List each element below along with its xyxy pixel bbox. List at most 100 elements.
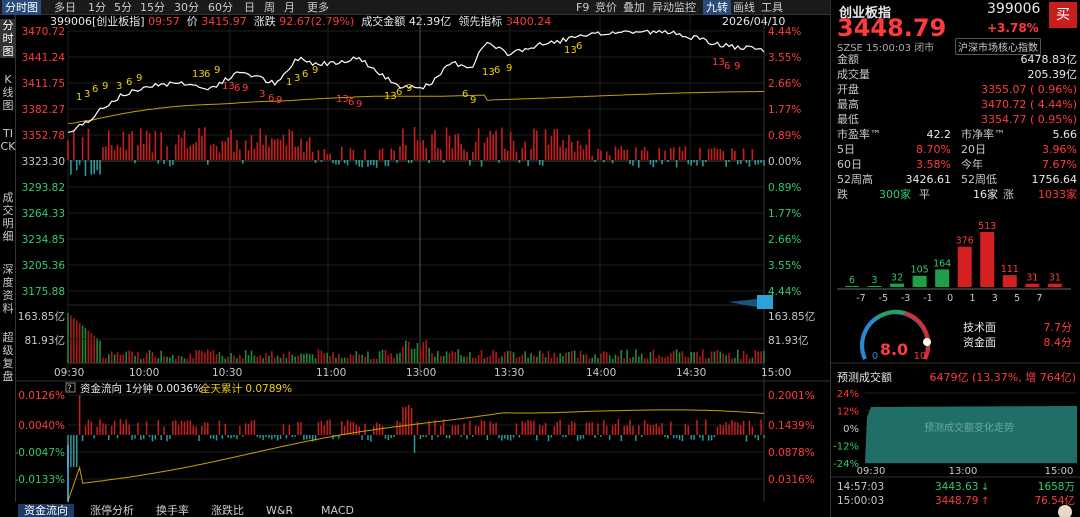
- auction-button[interactable]: 竞价: [595, 1, 617, 14]
- indicator-tab-2[interactable]: 换手率: [156, 504, 189, 517]
- nine-turn-label: 13: [482, 67, 495, 78]
- pct-axis-label-right: 1.77%: [768, 104, 801, 116]
- index-price: 3448.79: [837, 14, 947, 42]
- intraday-chart[interactable]: 3470.72 4.44% 3441.24 3.55% 3411.75 2.66% 3382…: [16, 15, 830, 502]
- price-axis-label-left: 3293.82: [22, 182, 65, 194]
- tab-multi-day[interactable]: 多日: [54, 1, 76, 14]
- arrow-up-icon: ↑: [981, 496, 989, 507]
- d60-key: 60日: [837, 158, 862, 171]
- nine-turn-label: 13: [192, 69, 205, 80]
- info-price: 3415.97: [201, 15, 247, 28]
- sidebar-item-5[interactable]: 超级复盘: [2, 331, 14, 383]
- d60-ytd-row: 60日 3.58% 今年 7.67%: [837, 158, 1077, 171]
- nine-turn-label: 6: [462, 89, 468, 100]
- distribution-bar-label: 32: [891, 273, 903, 284]
- indicator-tab-4[interactable]: W&R: [266, 504, 294, 517]
- time-axis-label: 14:30: [676, 367, 706, 379]
- lead-label: 领先指标: [458, 15, 503, 28]
- distribution-x-label: -5: [879, 293, 888, 304]
- time-axis-label: 11:00: [316, 367, 346, 379]
- tab-week[interactable]: 周: [264, 1, 275, 14]
- forecast-y-label: 24%: [837, 389, 859, 400]
- distribution-x-label: 5: [1014, 293, 1020, 304]
- price-axis-label-left: 3470.72: [22, 26, 65, 38]
- indicator-tab-5[interactable]: MACD: [321, 504, 354, 517]
- forecast-value: 6479亿 (13.37%, 增 764亿): [929, 371, 1076, 384]
- indicator-tab-0[interactable]: 资金流向: [18, 504, 74, 517]
- nine-turn-label: 9: [136, 73, 142, 84]
- forecast-x-label: 15:00: [1045, 466, 1074, 477]
- nine-turn-marker-icon: [757, 295, 773, 309]
- price-axis-label-left: 3411.75: [22, 78, 65, 90]
- buy-button[interactable]: 买: [1049, 2, 1077, 28]
- nine-turn-label: 9: [276, 95, 282, 106]
- volume-axis-label-left: 81.93亿: [24, 334, 65, 347]
- sidebar-item-4[interactable]: 深度资料: [2, 263, 14, 315]
- tab-day[interactable]: 日: [244, 1, 255, 14]
- sidebar-item-1[interactable]: K线图: [2, 73, 14, 112]
- code-name: 399006[创业板指]: [50, 15, 145, 28]
- tab-15min[interactable]: 15分: [140, 1, 165, 14]
- tab-time-share[interactable]: 分时图: [2, 0, 41, 15]
- fund-flow-axis-left: -0.0133%: [16, 474, 65, 486]
- distribution-bar-label: 513: [978, 221, 996, 232]
- pb-key: 市净率™: [961, 128, 1005, 141]
- amount-value: 6478.83亿: [1020, 53, 1078, 66]
- pct-axis-label-right: 3.55%: [768, 260, 801, 272]
- tab-60min[interactable]: 60分: [208, 1, 233, 14]
- tab-30min[interactable]: 30分: [174, 1, 199, 14]
- tab-5min[interactable]: 5分: [114, 1, 132, 14]
- index-desc-badge: 沪深市场核心指数: [955, 38, 1041, 55]
- tools-button[interactable]: 工具: [761, 1, 783, 14]
- nine-turn-label: 9: [506, 63, 512, 74]
- info-time: 09:57: [148, 15, 180, 28]
- tab-more[interactable]: 更多: [307, 1, 329, 14]
- nine-turn-label: 9: [470, 95, 476, 106]
- price-axis-label-left: 3264.33: [22, 208, 65, 220]
- price-axis-label-left: 3175.88: [22, 286, 65, 298]
- price-line: [67, 29, 765, 133]
- price-axis-label-left: 3205.36: [22, 260, 66, 272]
- tick-volume: 1658万: [1038, 481, 1075, 493]
- indicator-tab-3[interactable]: 涨跌比: [211, 504, 244, 517]
- distribution-x-label: -3: [901, 293, 910, 304]
- nine-turn-label: 6: [268, 93, 274, 104]
- overlay-button[interactable]: 叠加: [623, 1, 645, 14]
- fund-flow-axis-left: 0.0126%: [18, 390, 65, 402]
- distribution-x-label: 0: [947, 293, 953, 304]
- f9-button[interactable]: F9: [576, 1, 590, 14]
- collapse-toggle-icon[interactable]: [65, 382, 76, 393]
- gauge-segment-low: [860, 316, 879, 360]
- distribution-bar-label: 6: [849, 275, 855, 286]
- help-icon: ?: [67, 384, 72, 394]
- time-axis-label: 10:30: [212, 367, 242, 379]
- nine-turn-label: 1: [286, 77, 292, 88]
- index-code: 399006: [987, 1, 1041, 17]
- distribution-bar-label: 164: [933, 258, 951, 269]
- forecast-y-label: -24%: [833, 459, 859, 470]
- volume-axis-label-right: 81.93亿: [768, 334, 809, 347]
- tab-month[interactable]: 月: [284, 1, 295, 14]
- tick-time: 15:00:03: [837, 495, 884, 507]
- sidebar-item-3[interactable]: 成交明细: [2, 191, 14, 243]
- w52l-value: 1756.64: [1031, 173, 1078, 186]
- pct-axis-label-right: 0.00%: [768, 156, 801, 168]
- sidebar-item-2[interactable]: TICK: [0, 127, 16, 153]
- abnormal-monitor-button[interactable]: 异动监控: [652, 1, 696, 14]
- distribution-bar: [1025, 283, 1040, 287]
- nine-turn-label: 6: [576, 41, 582, 52]
- tab-1min[interactable]: 1分: [88, 1, 106, 14]
- change-label: 涨跌: [253, 15, 276, 28]
- nine-turn-button[interactable]: 九转: [703, 0, 731, 15]
- pct-axis-label-right: 0.89%: [768, 182, 801, 194]
- nine-turn-label: 9: [214, 65, 220, 76]
- indicator-tab-1[interactable]: 涨停分析: [90, 504, 134, 517]
- distribution-bar: [912, 275, 927, 287]
- forecast-y-label: -12%: [833, 442, 859, 453]
- distribution-bar: [1002, 275, 1017, 287]
- draw-line-button[interactable]: 画线: [733, 1, 755, 14]
- forecast-x-label: 09:30: [857, 466, 886, 477]
- amount-row: 金额 6478.83亿: [837, 53, 1077, 66]
- low-key: 最低: [837, 113, 859, 126]
- sidebar-item-0[interactable]: 分时图: [0, 19, 16, 58]
